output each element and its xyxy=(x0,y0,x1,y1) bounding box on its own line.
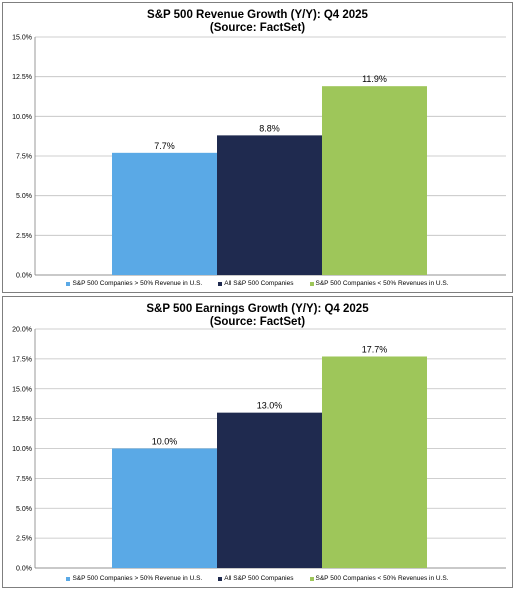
bar xyxy=(112,448,217,568)
y-tick-label: 12.5% xyxy=(12,416,32,423)
legend-swatch xyxy=(309,281,314,286)
chart-subtitle: (Source: FactSet) xyxy=(209,316,306,328)
chart-legend: S&P 500 Companies > 50% Revenue in U.S. … xyxy=(3,575,512,582)
data-label: 8.8% xyxy=(259,123,280,133)
bar xyxy=(322,356,427,568)
y-tick-label: 17.5% xyxy=(12,356,32,363)
y-tick-label: 12.5% xyxy=(12,74,32,81)
y-tick-label: 20.0% xyxy=(12,327,32,334)
bar xyxy=(217,135,322,275)
legend-label: S&P 500 Companies > 50% Revenue in U.S. xyxy=(72,575,203,582)
legend-label: All S&P 500 Companies xyxy=(224,575,294,582)
data-label: 11.9% xyxy=(362,74,387,84)
legend-label: All S&P 500 Companies xyxy=(224,280,294,287)
legend-item: S&P 500 Companies < 50% Revenues in U.S. xyxy=(309,575,449,582)
legend-item: S&P 500 Companies > 50% Revenue in U.S. xyxy=(66,575,202,582)
revenue-growth-chart-panel: S&P 500 Revenue Growth (Y/Y): Q4 2025 (S… xyxy=(2,2,513,293)
data-label: 10.0% xyxy=(152,437,178,447)
data-label: 17.7% xyxy=(362,344,388,354)
legend-swatch xyxy=(218,281,223,286)
y-tick-label: 5.0% xyxy=(16,193,32,200)
y-tick-label: 15.0% xyxy=(12,386,32,393)
bar xyxy=(112,152,217,275)
legend-swatch xyxy=(66,576,71,581)
legend-item: S&P 500 Companies > 50% Revenue in U.S. xyxy=(66,280,202,287)
legend-label: S&P 500 Companies < 50% Revenues in U.S. xyxy=(315,575,449,582)
earnings-chart-plot: 0.0% 2.5% 5.0% 7.5% 10.0% 12.5% 15.0% 17.5% 20.0… xyxy=(12,327,506,573)
y-tick-label: 7.5% xyxy=(16,476,32,483)
legend-swatch xyxy=(218,576,223,581)
y-tick-label: 15.0% xyxy=(12,35,32,42)
y-tick-label: 10.0% xyxy=(12,446,32,453)
chart-title: S&P 500 Earnings Growth (Y/Y): Q4 2025 xyxy=(146,303,369,315)
data-label: 13.0% xyxy=(257,401,283,411)
bar xyxy=(322,86,427,275)
chart-subtitle: (Source: FactSet) xyxy=(209,22,306,34)
legend-item: S&P 500 Companies < 50% Revenues in U.S. xyxy=(309,280,449,287)
earnings-growth-chart-panel: S&P 500 Earnings Growth (Y/Y): Q4 2025 (… xyxy=(2,296,513,588)
chart-title: S&P 500 Revenue Growth (Y/Y): Q4 2025 xyxy=(147,9,368,21)
data-label: 7.7% xyxy=(154,141,175,151)
legend-label: S&P 500 Companies > 50% Revenue in U.S. xyxy=(72,280,203,287)
y-tick-label: 2.5% xyxy=(16,536,32,543)
y-tick-label: 7.5% xyxy=(16,154,32,161)
legend-swatch xyxy=(66,281,71,286)
bar xyxy=(217,412,322,568)
y-tick-label: 10.0% xyxy=(12,114,32,121)
y-tick-label: 0.0% xyxy=(16,273,32,280)
legend-swatch xyxy=(309,576,314,581)
legend-item: All S&P 500 Companies xyxy=(218,575,294,582)
chart-legend: S&P 500 Companies > 50% Revenue in U.S. … xyxy=(3,280,512,287)
legend-item: All S&P 500 Companies xyxy=(218,280,294,287)
y-tick-label: 5.0% xyxy=(16,506,32,513)
legend-label: S&P 500 Companies < 50% Revenues in U.S. xyxy=(315,280,449,287)
y-tick-label: 2.5% xyxy=(16,233,32,240)
y-tick-label: 0.0% xyxy=(16,566,32,573)
revenue-chart-plot: 0.0% 2.5% 5.0% 7.5% 10.0% 12.5% 15.0% 7.7% 8.8% 1… xyxy=(12,35,506,280)
